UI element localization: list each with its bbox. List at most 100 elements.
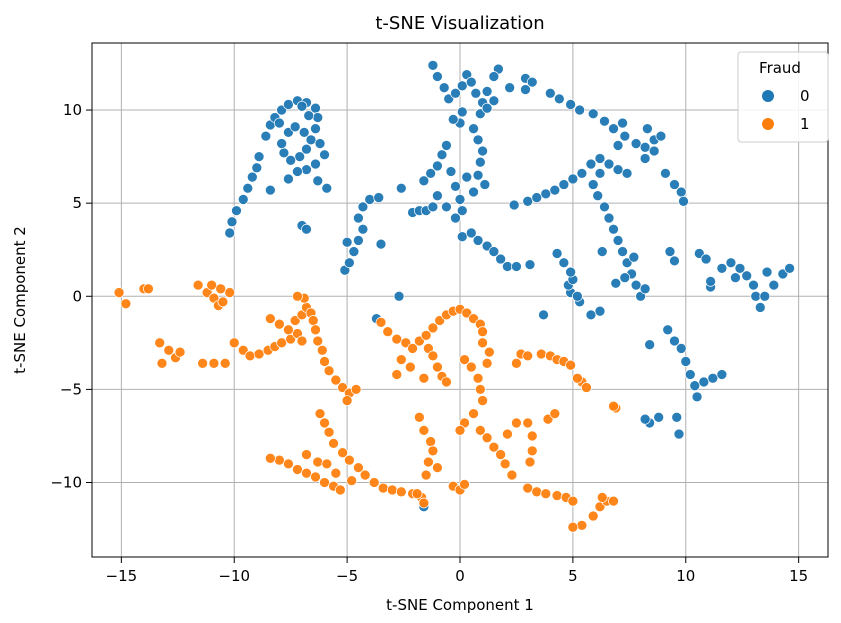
scatter-point-series-1 — [411, 488, 423, 500]
scatter-point-series-0 — [594, 153, 606, 164]
scatter-point-series-0 — [662, 324, 674, 336]
scatter-point-series-0 — [231, 205, 242, 216]
scatter-point-series-0 — [759, 290, 771, 302]
scatter-point-series-0 — [253, 151, 265, 162]
scatter-point-series-1 — [312, 456, 324, 468]
scatter-point-series-1 — [459, 479, 470, 490]
scatter-point-series-0 — [599, 201, 610, 213]
scatter-point-series-0 — [524, 259, 536, 270]
scatter-point-series-1 — [454, 425, 466, 436]
scatter-point-series-1 — [319, 417, 330, 429]
scatter-point-series-0 — [242, 182, 254, 194]
scatter-point-series-1 — [208, 357, 220, 369]
scatter-point-series-1 — [567, 495, 579, 507]
scatter-point-series-1 — [441, 376, 452, 388]
scatter-point-series-1 — [418, 497, 430, 509]
scatter-point-series-1 — [283, 324, 294, 336]
scatter-point-series-0 — [292, 166, 303, 177]
scatter-point-series-0 — [592, 190, 604, 202]
x-tick-label: 0 — [455, 567, 465, 585]
scatter-point-series-1 — [540, 488, 552, 500]
scatter-point-series-0 — [551, 248, 563, 259]
scatter-point-series-1 — [495, 449, 506, 460]
scatter-point-series-1 — [511, 417, 522, 429]
scatter-point-series-1 — [522, 482, 534, 494]
scatter-point-series-0 — [675, 343, 687, 354]
scatter-point-series-0 — [445, 166, 457, 177]
scatter-point-series-0 — [644, 339, 655, 351]
scatter-point-series-0 — [224, 227, 236, 239]
scatter-point-series-0 — [678, 195, 689, 207]
scatter-point-series-0 — [246, 171, 258, 183]
scatter-point-series-1 — [468, 408, 479, 419]
scatter-point-series-1 — [316, 344, 328, 356]
scatter-point-series-0 — [639, 141, 651, 153]
scatter-point-series-0 — [303, 110, 315, 121]
scatter-point-series-0 — [436, 149, 448, 161]
scatter-point-series-0 — [465, 76, 477, 88]
scatter-point-series-0 — [301, 143, 312, 155]
scatter-point-series-0 — [754, 302, 766, 313]
scatter-point-series-1 — [420, 330, 432, 341]
scatter-point-series-1 — [535, 348, 547, 360]
scatter-point-series-0 — [357, 223, 369, 235]
scatter-point-series-0 — [305, 134, 317, 146]
scatter-point-series-0 — [603, 212, 615, 224]
scatter-point-series-1 — [483, 346, 495, 358]
scatter-point-series-0 — [639, 413, 651, 425]
scatter-point-series-1 — [283, 458, 294, 470]
legend-marker-0 — [762, 90, 774, 102]
scatter-point-series-0 — [730, 272, 741, 284]
scatter-point-series-0 — [283, 99, 294, 110]
scatter-point-series-1 — [310, 471, 321, 483]
scatter-point-series-0 — [488, 71, 500, 82]
scatter-point-series-1 — [488, 441, 500, 453]
scatter-point-series-0 — [511, 261, 522, 272]
legend: Fraud 0 1 — [737, 51, 829, 143]
legend-title: Fraud — [759, 59, 801, 77]
scatter-point-series-0 — [664, 246, 676, 257]
scatter-point-series-0 — [373, 192, 385, 203]
scatter-point-series-0 — [470, 87, 482, 99]
scatter-point-series-0 — [321, 182, 333, 194]
scatter-point-series-0 — [750, 290, 762, 302]
scatter-point-series-1 — [572, 372, 583, 384]
scatter-point-series-0 — [495, 253, 506, 265]
y-tick-label: 10 — [63, 101, 82, 119]
scatter-point-series-1 — [341, 395, 353, 406]
scatter-point-series-1 — [432, 462, 443, 473]
scatter-point-series-0 — [639, 283, 651, 295]
scatter-point-series-1 — [502, 428, 513, 440]
scatter-point-series-0 — [294, 151, 306, 162]
scatter-point-series-0 — [612, 164, 624, 175]
scatter-point-series-0 — [655, 130, 667, 142]
x-tick-label: 5 — [568, 567, 578, 585]
scatter-point-series-1 — [301, 449, 312, 460]
x-tick-label: −10 — [218, 567, 250, 585]
x-tick-label: 10 — [676, 567, 695, 585]
scatter-point-series-0 — [441, 201, 452, 213]
scatter-point-series-1 — [350, 384, 362, 395]
legend-box — [737, 51, 829, 143]
scatter-point-series-0 — [364, 194, 376, 205]
scatter-point-series-1 — [174, 346, 186, 358]
scatter-point-series-1 — [481, 357, 493, 369]
scatter-point-series-0 — [585, 158, 597, 170]
scatter-point-series-0 — [617, 117, 628, 129]
scatter-point-series-0 — [630, 138, 642, 149]
scatter-point-series-0 — [472, 169, 484, 181]
scatter-point-series-1 — [228, 337, 240, 349]
scatter-point-series-0 — [621, 168, 633, 179]
scatter-point-series-0 — [450, 181, 461, 192]
scatter-point-series-1 — [474, 384, 486, 395]
scatter-point-series-0 — [427, 201, 439, 213]
scatter-point-series-0 — [441, 140, 452, 151]
scatter-point-series-1 — [244, 350, 256, 362]
scatter-point-series-0 — [565, 99, 576, 110]
scatter-point-series-1 — [423, 456, 434, 468]
scatter-point-series-1 — [581, 382, 592, 393]
scatter-point-series-1 — [404, 361, 416, 373]
scatter-point-series-0 — [669, 179, 680, 190]
scatter-point-series-0 — [784, 262, 795, 274]
scatter-point-series-0 — [472, 235, 484, 246]
